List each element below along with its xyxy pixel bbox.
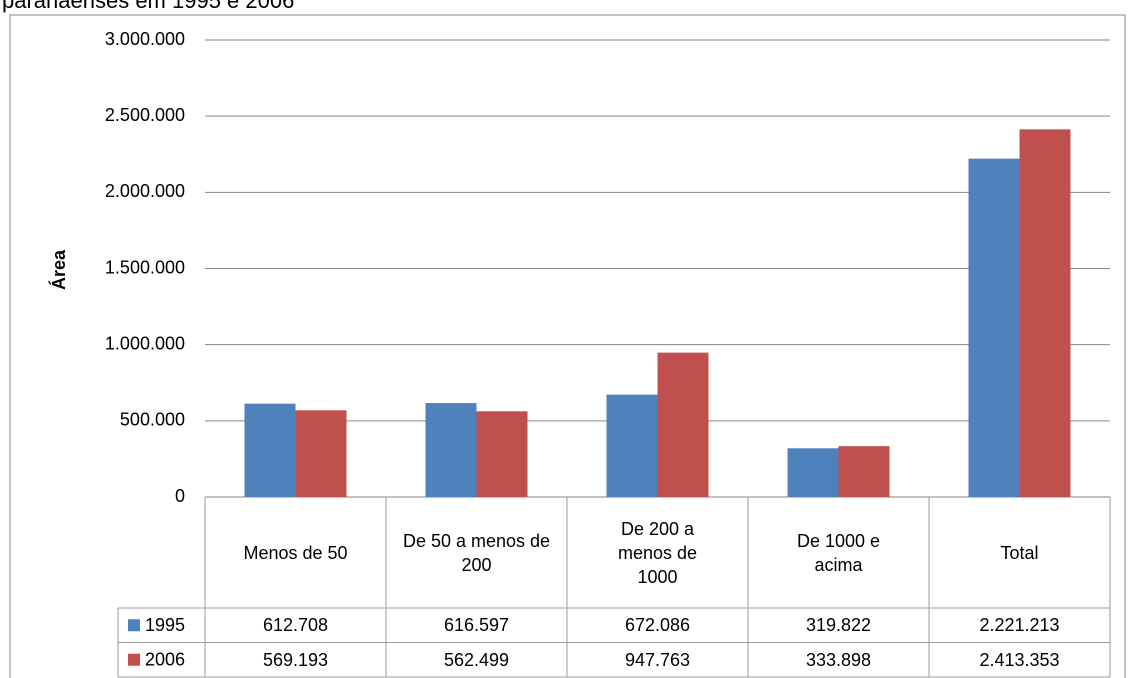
y-tick-label: 2.000.000: [105, 181, 185, 201]
data-table-value-text: 569.193: [262, 649, 329, 670]
data-table-value: 562.499: [386, 643, 567, 678]
data-table-value: 947.763: [567, 643, 748, 678]
y-axis-label: Área: [48, 249, 69, 290]
data-table-value: 672.086: [567, 608, 748, 643]
bar: [838, 446, 890, 497]
bar: [606, 394, 658, 497]
x-tick-label: Menos de 50: [205, 497, 386, 608]
x-tick-label-text: Total: [1000, 542, 1039, 563]
legend-label: 1995: [145, 615, 185, 635]
y-tick-label: 2.500.000: [105, 105, 185, 125]
x-tick-label: De 50 a menos de 200: [386, 497, 567, 608]
legend-swatch: [128, 619, 140, 632]
data-table-value-text: 2.221.213: [979, 615, 1060, 636]
bar: [244, 403, 296, 497]
x-tick-label-text: De 50 a menos de 200: [402, 530, 551, 575]
y-tick-label: 3.000.000: [105, 29, 185, 49]
x-tick-label: Total: [929, 497, 1110, 608]
x-tick-label: De 200 a menos de 1000: [567, 497, 748, 608]
data-table-value-text: 333.898: [805, 649, 872, 670]
chart-title: paranaenses em 1995 e 2006: [2, 0, 294, 13]
legend-swatch: [128, 653, 140, 666]
data-table-value: 616.597: [386, 608, 567, 643]
bar: [787, 448, 839, 497]
data-table-value-text: 562.499: [443, 649, 510, 670]
data-table-value: 319.822: [748, 608, 929, 643]
bar: [1019, 129, 1071, 497]
data-table-value-text: 616.597: [443, 615, 510, 636]
data-table-value-text: 319.822: [805, 615, 872, 636]
data-table-value: 333.898: [748, 643, 929, 678]
bar: [968, 158, 1020, 497]
y-tick-label: 500.000: [120, 410, 185, 430]
data-table-value-text: 2.413.353: [979, 649, 1060, 670]
bar: [425, 403, 477, 497]
bar: [295, 410, 347, 497]
x-tick-label: De 1000 e acima: [748, 497, 929, 608]
data-table-value: 2.221.213: [929, 608, 1110, 643]
data-table-value-text: 947.763: [624, 649, 691, 670]
x-tick-label-text: De 1000 e acima: [796, 530, 881, 575]
bar: [657, 352, 709, 497]
y-tick-label: 0: [175, 486, 185, 506]
y-tick-label: 1.000.000: [105, 333, 185, 353]
data-table-value: 2.413.353: [929, 643, 1110, 678]
bar: [476, 411, 528, 497]
x-tick-label-text: Menos de 50: [243, 542, 348, 563]
legend-label: 2006: [145, 650, 185, 670]
data-table-value-text: 612.708: [262, 615, 329, 636]
data-table-value-text: 672.086: [624, 615, 691, 636]
data-table-value: 569.193: [205, 643, 386, 678]
data-table-value: 612.708: [205, 608, 386, 643]
x-tick-label-text: De 200 a menos de 1000: [617, 518, 698, 587]
y-tick-label: 1.500.000: [105, 257, 185, 277]
chart-border: [9, 14, 1126, 678]
